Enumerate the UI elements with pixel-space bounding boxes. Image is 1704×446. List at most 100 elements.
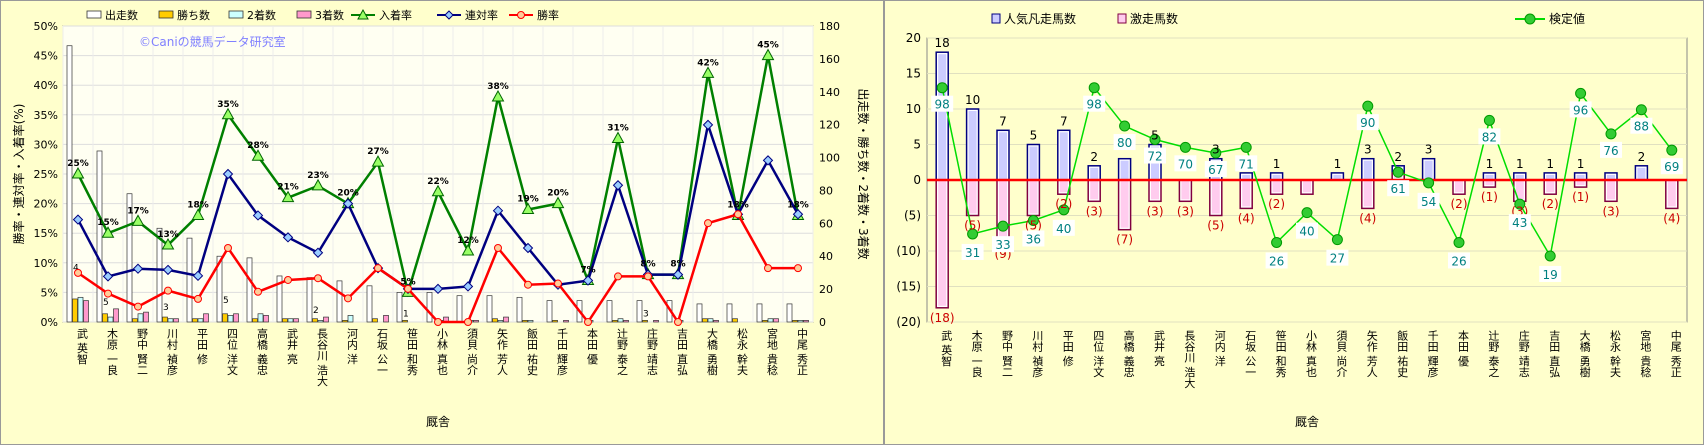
point-検定値-0: [936, 82, 948, 94]
top-count-label: 1: [1486, 157, 1494, 171]
bar-勝ち数-8: [312, 318, 318, 323]
point-検定値-12: [1301, 207, 1313, 219]
bar-勝ち数-24: [792, 320, 798, 323]
rate-label: 31%: [607, 123, 629, 133]
value-label: 76: [1603, 144, 1618, 158]
point-検定値-10: [1240, 141, 1252, 153]
right-axis-title: 出走数・勝ち数・2着数・3着数: [856, 88, 871, 259]
point-検定値-17: [1453, 236, 1465, 248]
bar-出走数-15: [516, 296, 523, 323]
category-label: 小林 真也: [1305, 330, 1318, 378]
point-連対率-12: [432, 283, 444, 295]
bar-勝ち数-22: [732, 318, 738, 323]
point-検定値-8: [1179, 141, 1191, 153]
legend-label: 勝ち数: [177, 8, 210, 22]
rate-label: 25%: [67, 159, 89, 169]
bar-fill-人気凡走馬数-14: [1363, 160, 1372, 180]
right-tick-label: 120: [819, 119, 840, 132]
left-tick-label: 30%: [34, 138, 58, 151]
bar-勝ち数-1: [102, 313, 108, 323]
top-count-label: 1: [1516, 157, 1524, 171]
tick-label: 20: [906, 31, 921, 45]
legend-swatch: [1117, 13, 1127, 24]
bar-3着数-18: [623, 320, 629, 323]
bar-出走数-1: [96, 150, 103, 323]
point-連対率-9: [342, 198, 354, 209]
bar-2着数-23: [767, 318, 774, 323]
bar-勝ち数-7: [282, 318, 288, 323]
value-label: 54: [1421, 195, 1436, 209]
bar-勝ち数-6: [252, 318, 258, 323]
bottom-count-label: (1): [1481, 190, 1498, 204]
left-tick-label: 15%: [34, 227, 58, 240]
bar-勝ち数-19: [642, 320, 648, 323]
value-label-bg: [1326, 249, 1349, 266]
rate-label: 18%: [787, 200, 809, 210]
right-tick-label: 0: [819, 316, 826, 329]
point-勝率-20: [674, 318, 682, 326]
point-連対率-13: [462, 281, 474, 292]
value-label: 98: [1087, 98, 1102, 112]
rate-label: 8%: [640, 260, 655, 270]
category-label: 石坂 公一: [376, 328, 389, 376]
category-label: 庄野 靖志: [1517, 329, 1530, 378]
bar-出走数-2: [126, 193, 133, 323]
rate-label: 35%: [217, 100, 239, 110]
point-検定値-18: [1483, 114, 1495, 126]
bar-fill-激走馬数-11: [1272, 180, 1281, 193]
point-勝率-2: [134, 302, 142, 311]
point-入着率-0: [71, 166, 85, 179]
bar-3着数-8: [323, 316, 329, 323]
legend-label: 連対率: [465, 8, 498, 22]
bar-出走数-0: [66, 45, 73, 323]
bar-出走数-7: [276, 275, 283, 323]
rate-label: 42%: [697, 58, 719, 68]
point-入着率-8: [311, 178, 325, 191]
point-勝率-1: [104, 289, 112, 298]
value-label: 69: [1664, 160, 1679, 174]
point-勝率-16: [554, 279, 562, 288]
rate-label: 27%: [367, 147, 389, 157]
category-label: 大橋 勇樹: [1578, 329, 1591, 378]
bar-2着数-15: [527, 320, 534, 323]
bar-勝ち数-4: [192, 318, 198, 323]
point-勝率-4: [194, 294, 202, 303]
category-label: 須貝 尚介: [466, 328, 479, 376]
value-label-bg: [1174, 155, 1197, 172]
value-label-bg: [931, 95, 954, 112]
bar-2着数-9: [347, 315, 354, 323]
top-count-label: 5: [1151, 129, 1159, 143]
bottom-count-label: (2): [1055, 197, 1072, 211]
point-入着率-13: [461, 243, 475, 256]
count-label: 3: [643, 309, 649, 319]
point-検定値-6: [1119, 120, 1131, 132]
bar-fill-激走馬数-19: [1515, 180, 1524, 200]
value-label: 71: [1239, 157, 1254, 171]
bar-出走数-14: [486, 295, 493, 323]
category-label: 宮地 貴稔: [1639, 329, 1652, 378]
bar-2着数-6: [257, 313, 264, 323]
rate-label: 22%: [427, 177, 449, 187]
top-count-label: 1: [1273, 157, 1281, 171]
point-連対率-18: [612, 180, 624, 191]
bar-fill-激走馬数-10: [1242, 180, 1251, 207]
rate-label: 17%: [127, 206, 149, 216]
point-連対率-8: [312, 247, 324, 258]
value-label: 61: [1391, 182, 1406, 196]
rate-label: 20%: [337, 189, 359, 199]
point-勝率-15: [524, 280, 532, 289]
point-検定値-19: [1514, 198, 1526, 210]
point-入着率-18: [611, 131, 625, 143]
rate-label: 23%: [307, 171, 329, 181]
left-tick-label: 25%: [34, 168, 58, 181]
bar-2着数-7: [287, 318, 294, 323]
point-勝率-3: [164, 286, 172, 295]
rate-label: 18%: [727, 200, 749, 210]
tick-label: (10): [896, 244, 921, 258]
bar-2着数-24: [797, 320, 804, 323]
bar-fill-人気凡走馬数-13: [1333, 174, 1342, 180]
category-label: 吉田 直弘: [1548, 330, 1561, 378]
point-検定値-9: [1210, 147, 1222, 159]
bar-fill-激走馬数-9: [1211, 180, 1220, 214]
bottom-count-label: (2): [1451, 197, 1468, 211]
